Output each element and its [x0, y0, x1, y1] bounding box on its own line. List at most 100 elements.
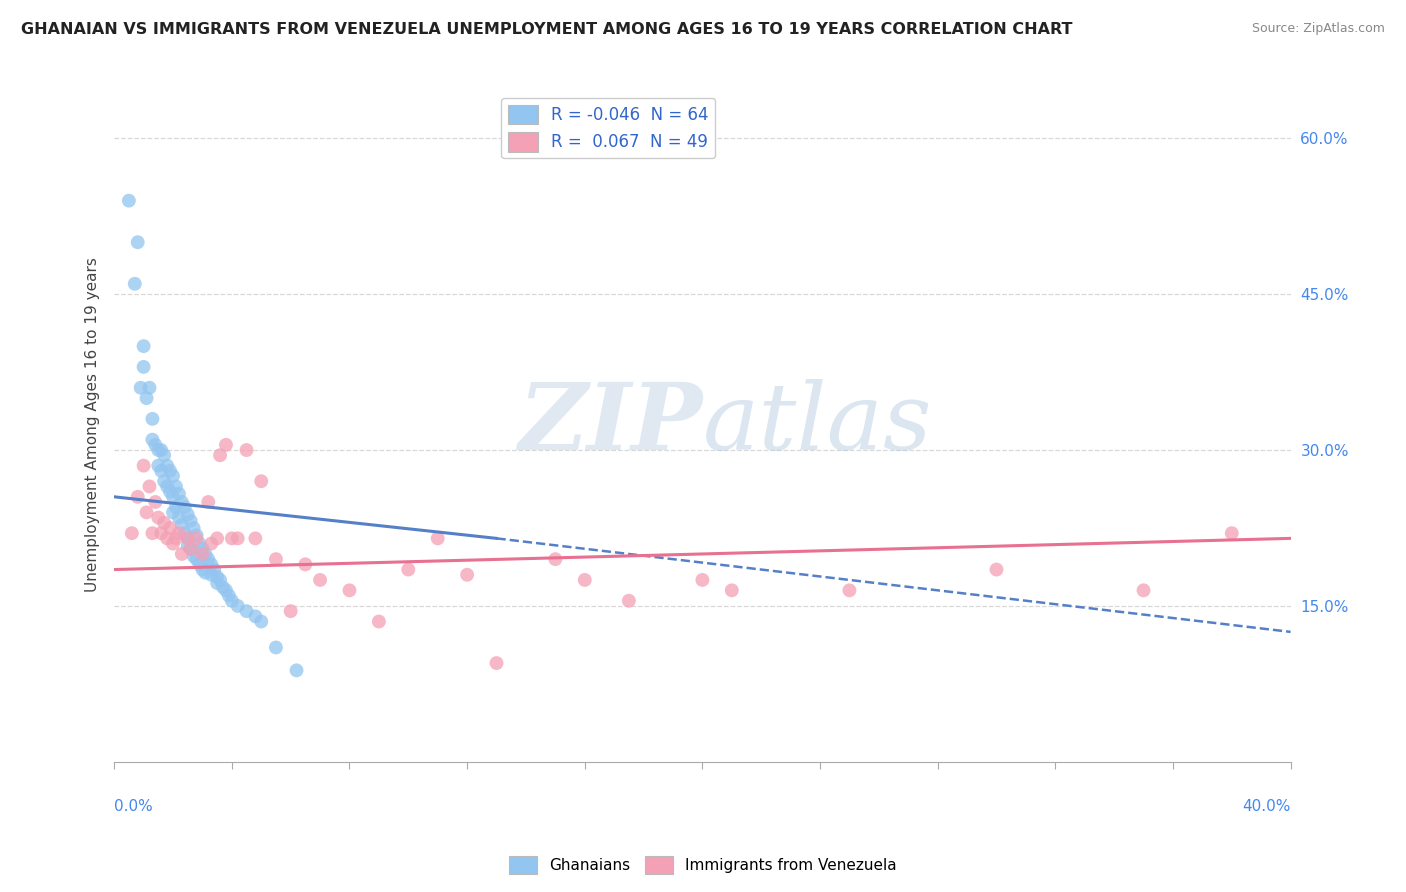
Point [197, 495, 219, 509]
Point [148, 458, 170, 473]
Point [156, 479, 179, 493]
Point [156, 532, 179, 546]
Point [205, 532, 228, 546]
Point [264, 552, 287, 566]
Point [177, 539, 200, 553]
Point [245, 609, 267, 624]
Point [162, 505, 184, 519]
Point [141, 526, 163, 541]
Point [159, 484, 181, 499]
Point [173, 500, 195, 515]
Text: atlas: atlas [703, 379, 932, 469]
Point [194, 566, 217, 580]
Point [153, 448, 176, 462]
Legend: Ghanaians, Immigrants from Venezuela: Ghanaians, Immigrants from Venezuela [503, 850, 903, 880]
Point [209, 448, 232, 462]
Point [127, 490, 149, 504]
Point [141, 412, 163, 426]
Point [197, 552, 219, 566]
Text: Source: ZipAtlas.com: Source: ZipAtlas.com [1251, 22, 1385, 36]
Point [162, 490, 184, 504]
Point [396, 563, 419, 577]
Point [167, 486, 190, 500]
Point [456, 567, 478, 582]
Point [235, 604, 257, 618]
Point [264, 640, 287, 655]
Point [250, 615, 273, 629]
Point [200, 558, 222, 572]
Point [135, 391, 157, 405]
Point [150, 443, 173, 458]
Point [162, 469, 184, 483]
Point [188, 536, 211, 550]
Point [165, 500, 187, 515]
Point [153, 516, 176, 530]
Point [215, 438, 238, 452]
Point [215, 583, 238, 598]
Point [177, 532, 200, 546]
Point [294, 558, 316, 572]
Point [170, 495, 193, 509]
Point [186, 552, 208, 566]
Point [145, 495, 167, 509]
Point [124, 277, 146, 291]
Point [159, 464, 181, 478]
Point [205, 576, 228, 591]
Point [1132, 583, 1154, 598]
Point [148, 443, 170, 458]
Point [129, 381, 152, 395]
Point [367, 615, 389, 629]
Point [485, 656, 508, 670]
Point [1220, 526, 1243, 541]
Point [692, 573, 714, 587]
Point [235, 443, 257, 458]
Point [280, 604, 302, 618]
Point [186, 528, 208, 542]
Point [150, 464, 173, 478]
Point [191, 541, 214, 556]
Point [177, 508, 200, 522]
Point [150, 526, 173, 541]
Point [135, 505, 157, 519]
Point [165, 479, 187, 493]
Point [127, 235, 149, 250]
Point [159, 521, 181, 535]
Point [162, 536, 184, 550]
Point [221, 532, 243, 546]
Point [183, 549, 205, 563]
Point [170, 547, 193, 561]
Point [138, 479, 160, 493]
Y-axis label: Unemployment Among Ages 16 to 19 years: Unemployment Among Ages 16 to 19 years [86, 257, 100, 591]
Point [200, 536, 222, 550]
Point [986, 563, 1008, 577]
Point [180, 541, 202, 556]
Point [250, 474, 273, 488]
Point [138, 381, 160, 395]
Point [426, 532, 449, 546]
Point [285, 664, 308, 678]
Point [167, 526, 190, 541]
Legend: R = -0.046  N = 64, R =  0.067  N = 49: R = -0.046 N = 64, R = 0.067 N = 49 [501, 98, 716, 158]
Point [165, 532, 187, 546]
Point [200, 567, 222, 582]
Point [205, 570, 228, 584]
Point [617, 593, 640, 607]
Point [153, 474, 176, 488]
Point [245, 532, 267, 546]
Point [720, 583, 742, 598]
Point [180, 541, 202, 556]
Point [226, 599, 249, 613]
Point [180, 514, 202, 528]
Point [221, 593, 243, 607]
Point [188, 558, 211, 572]
Point [226, 532, 249, 546]
Point [167, 510, 190, 524]
Point [132, 339, 155, 353]
Point [191, 563, 214, 577]
Point [218, 589, 240, 603]
Point [194, 547, 217, 561]
Point [544, 552, 567, 566]
Point [132, 359, 155, 374]
Point [145, 438, 167, 452]
Point [177, 532, 200, 546]
